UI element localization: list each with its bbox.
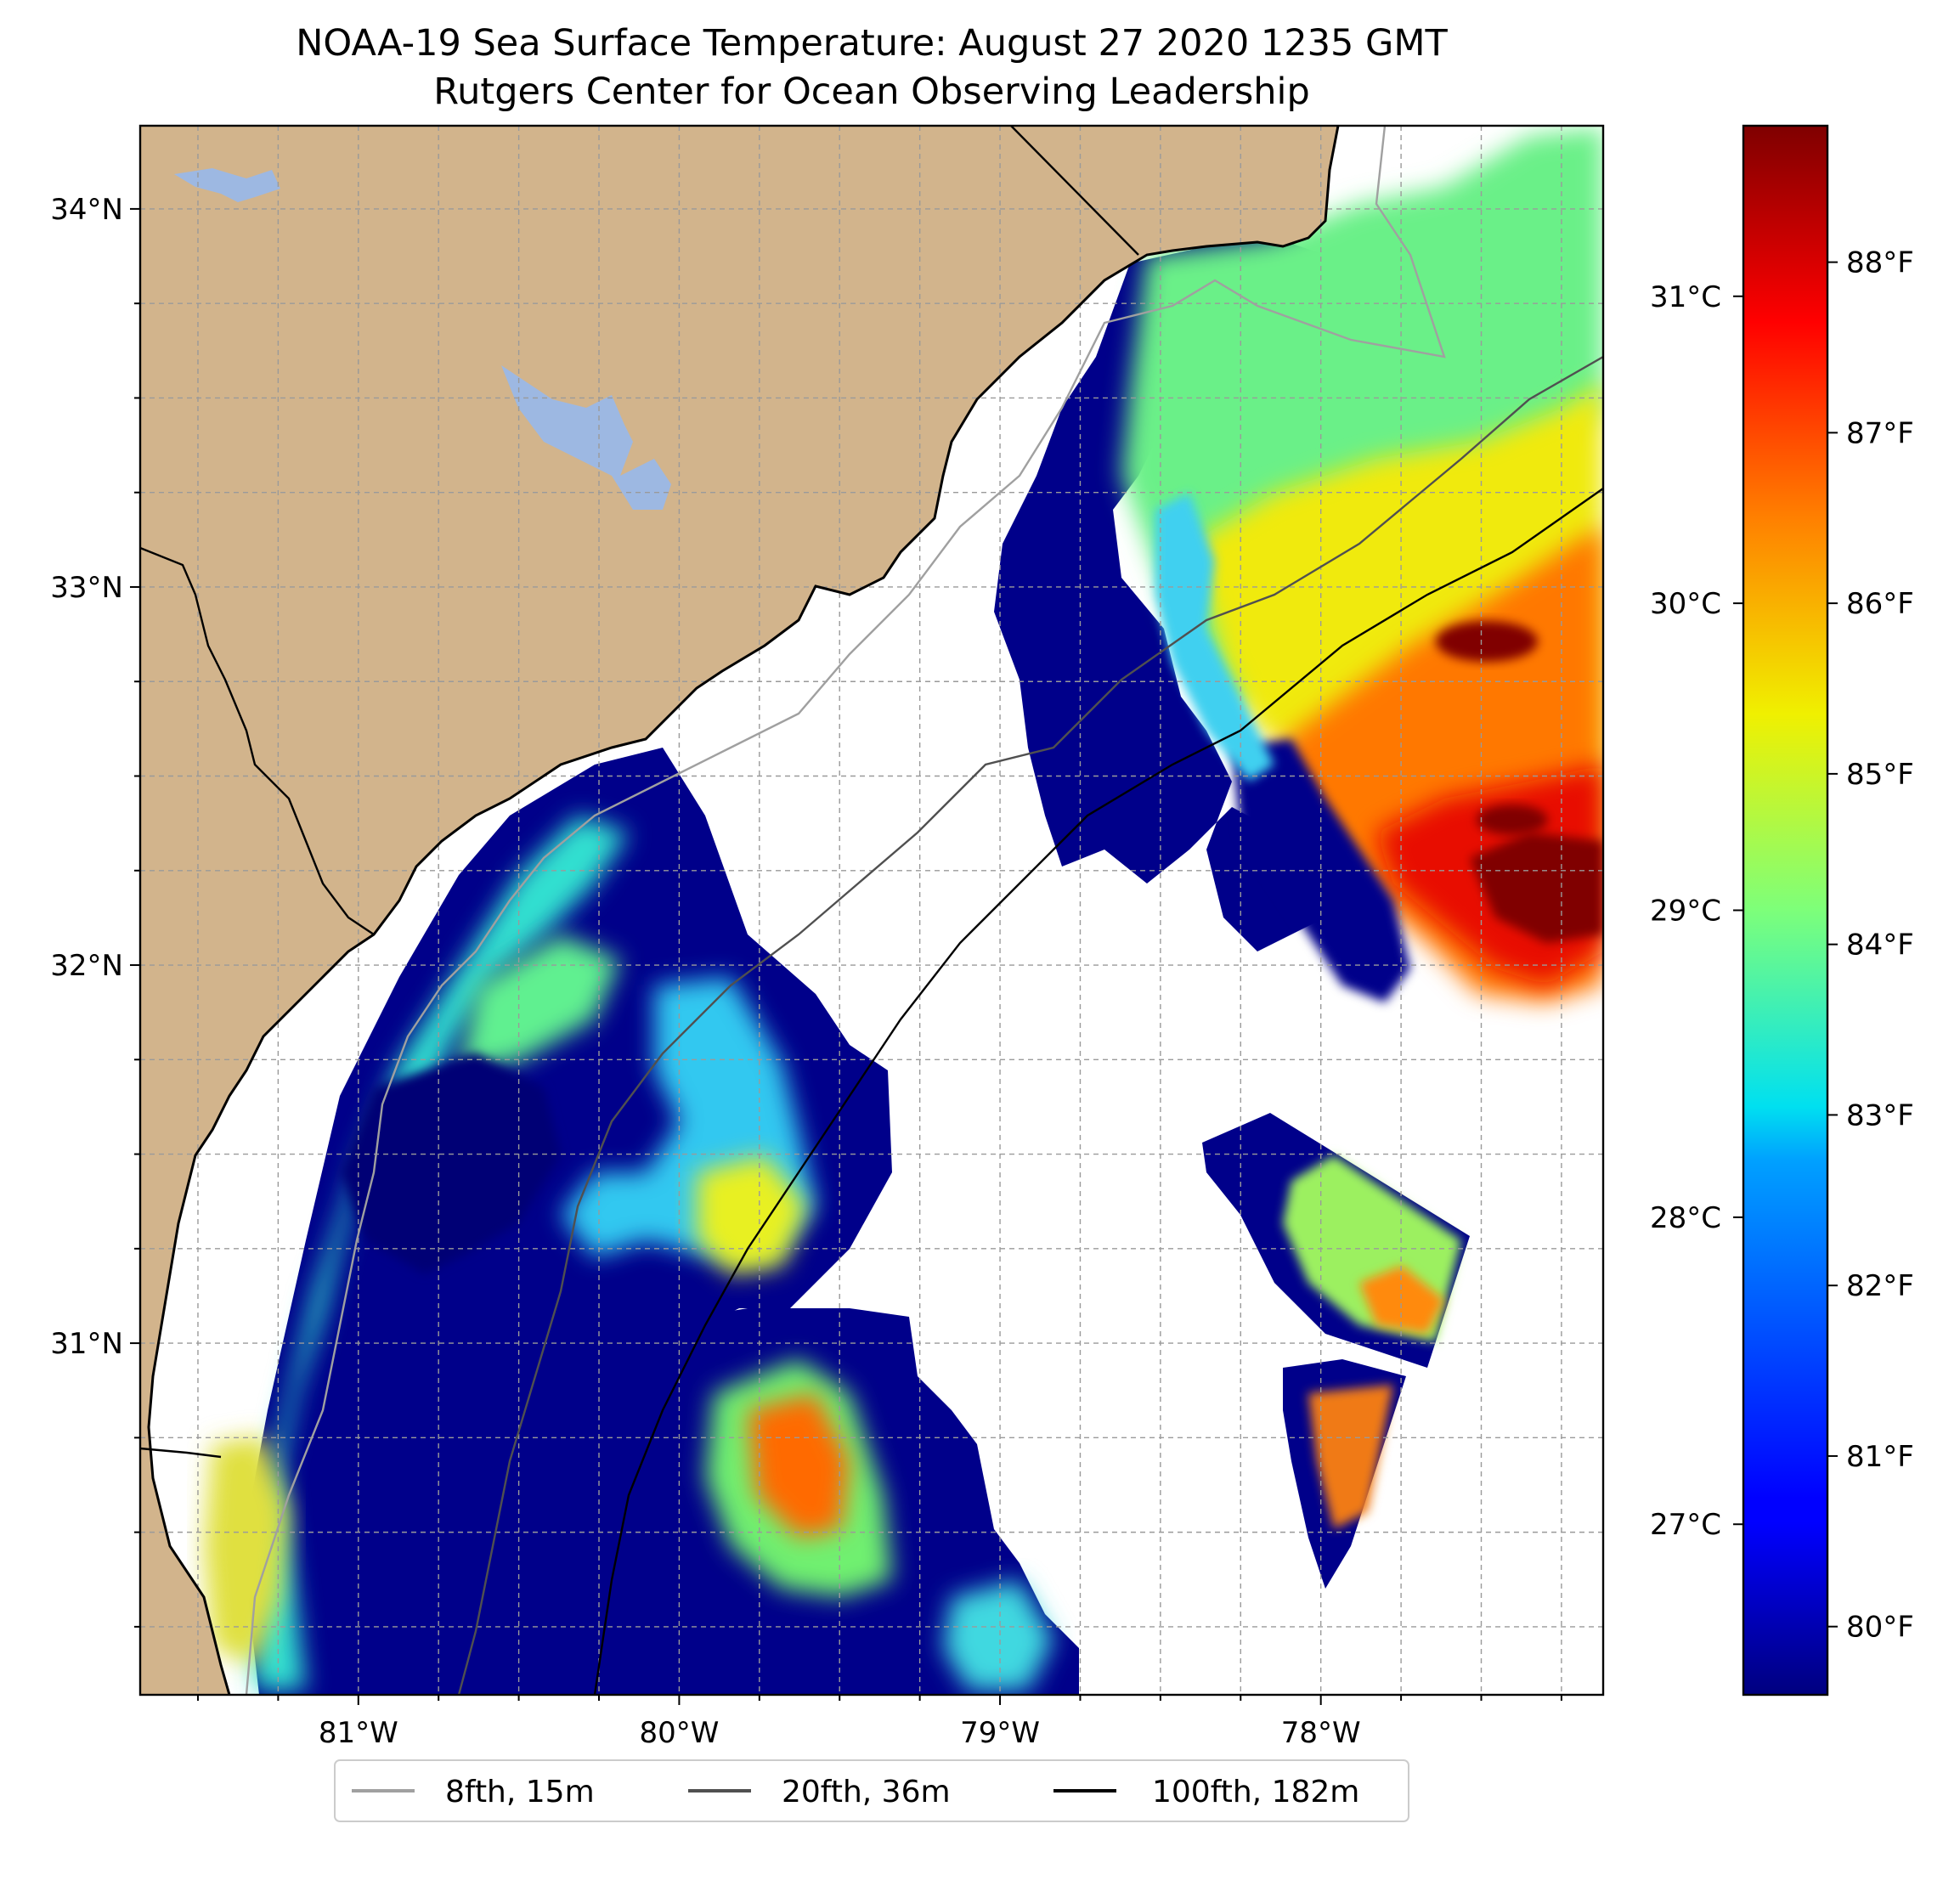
map-title: NOAA-19 Sea Surface Temperature: August …: [296, 22, 1448, 65]
isobath-20fth: [457, 355, 1603, 1695]
colorbar-f-label: 86°F: [1846, 587, 1914, 621]
sst-dark-blue-east: [994, 238, 1393, 951]
lon-tick-label: 81°W: [319, 1716, 398, 1750]
colorbar-c-label: 31°C: [1650, 280, 1721, 314]
colorbar-f-label: 84°F: [1846, 929, 1914, 963]
sst-swath-a-orange: [1359, 1266, 1444, 1334]
lat-tick-label: 33°N: [50, 571, 123, 605]
colorbar-celsius-axis: 27°C 28°C 29°C 30°C 31°C: [1650, 280, 1743, 1542]
sst-dark-red-core-c: [1470, 833, 1603, 943]
legend-label-20fth: 20fth, 36m: [782, 1775, 951, 1809]
colorbar-c-label: 30°C: [1650, 587, 1721, 621]
latitude-axis: 34°N 33°N 32°N 31°N: [50, 193, 140, 1628]
sst-yellow-coast-south: [204, 1436, 289, 1665]
colorbar-f-label: 82°F: [1846, 1269, 1914, 1303]
sst-green-patch-a: [459, 934, 620, 1070]
colorbar: 80°F 81°F 82°F 83°F 84°F 85°F 86°F 87°F 88°F 27°…: [1650, 124, 1914, 1697]
sst-cyan-south: [246, 816, 629, 1691]
colorbar-f-label: 88°F: [1846, 246, 1914, 280]
lon-tick-label: 80°W: [639, 1716, 719, 1750]
sst-cyan-east-edge: [1155, 493, 1274, 782]
lon-tick-label: 78°W: [1281, 1716, 1361, 1750]
lat-tick-label: 32°N: [50, 949, 123, 983]
colorbar-f-label: 80°F: [1846, 1611, 1914, 1645]
colorbar-f-label: 85°F: [1846, 758, 1914, 792]
map-frame: [138, 124, 1605, 1697]
legend: 8fth, 15m 20fth, 36m 100fth, 182m: [334, 1759, 1409, 1822]
sst-yellow-patch-c: [697, 1155, 807, 1274]
gridlines: [140, 126, 1603, 1695]
longitude-axis: 81°W 80°W 79°W 78°W: [196, 1695, 1562, 1750]
coastline: [147, 126, 1340, 1695]
colorbar-fahrenheit-axis: 80°F 81°F 82°F 83°F 84°F 85°F 86°F 87°F 88°F: [1827, 246, 1914, 1645]
map-subtitle: Rutgers Center for Ocean Observing Leade…: [433, 71, 1310, 113]
sst-dark-red-core-b: [1477, 805, 1548, 835]
legend-label-100fth: 100fth, 182m: [1152, 1775, 1359, 1809]
colorbar-c-label: 28°C: [1650, 1201, 1721, 1235]
sst-dark-core-south: [340, 1053, 561, 1274]
colorbar-c-label: 29°C: [1650, 895, 1721, 929]
lon-tick-label: 79°W: [960, 1716, 1040, 1750]
lake-middle: [501, 365, 671, 510]
state-boundary-ga-fl: [140, 1447, 222, 1459]
map-panel: [140, 126, 1603, 1695]
state-boundary-sc-ga: [140, 546, 375, 935]
land-mainland: [140, 126, 1338, 1695]
sst-cyan-southern-small: [943, 1580, 1053, 1691]
state-boundary-nc-sc: [1010, 126, 1139, 256]
sst-dark-red-core-a: [1436, 621, 1538, 662]
colorbar-c-label: 27°C: [1650, 1508, 1721, 1542]
lake-north: [174, 168, 280, 202]
isobath-8fth: [245, 126, 1446, 1695]
colorbar-f-label: 87°F: [1846, 416, 1914, 450]
legend-frame: [334, 1759, 1409, 1822]
colorbar-ramp: [1742, 124, 1829, 1697]
sst-swath-b-warm: [1308, 1385, 1393, 1529]
colorbar-f-label: 81°F: [1846, 1440, 1914, 1474]
sst-field: [204, 127, 1603, 1695]
lat-tick-label: 31°N: [50, 1327, 123, 1361]
isobath-100fth: [593, 488, 1603, 1695]
lat-tick-label: 34°N: [50, 193, 123, 227]
sst-orange-southern-blob: [748, 1393, 850, 1538]
colorbar-f-label: 83°F: [1846, 1098, 1914, 1132]
legend-label-8fth: 8fth, 15m: [445, 1775, 595, 1809]
